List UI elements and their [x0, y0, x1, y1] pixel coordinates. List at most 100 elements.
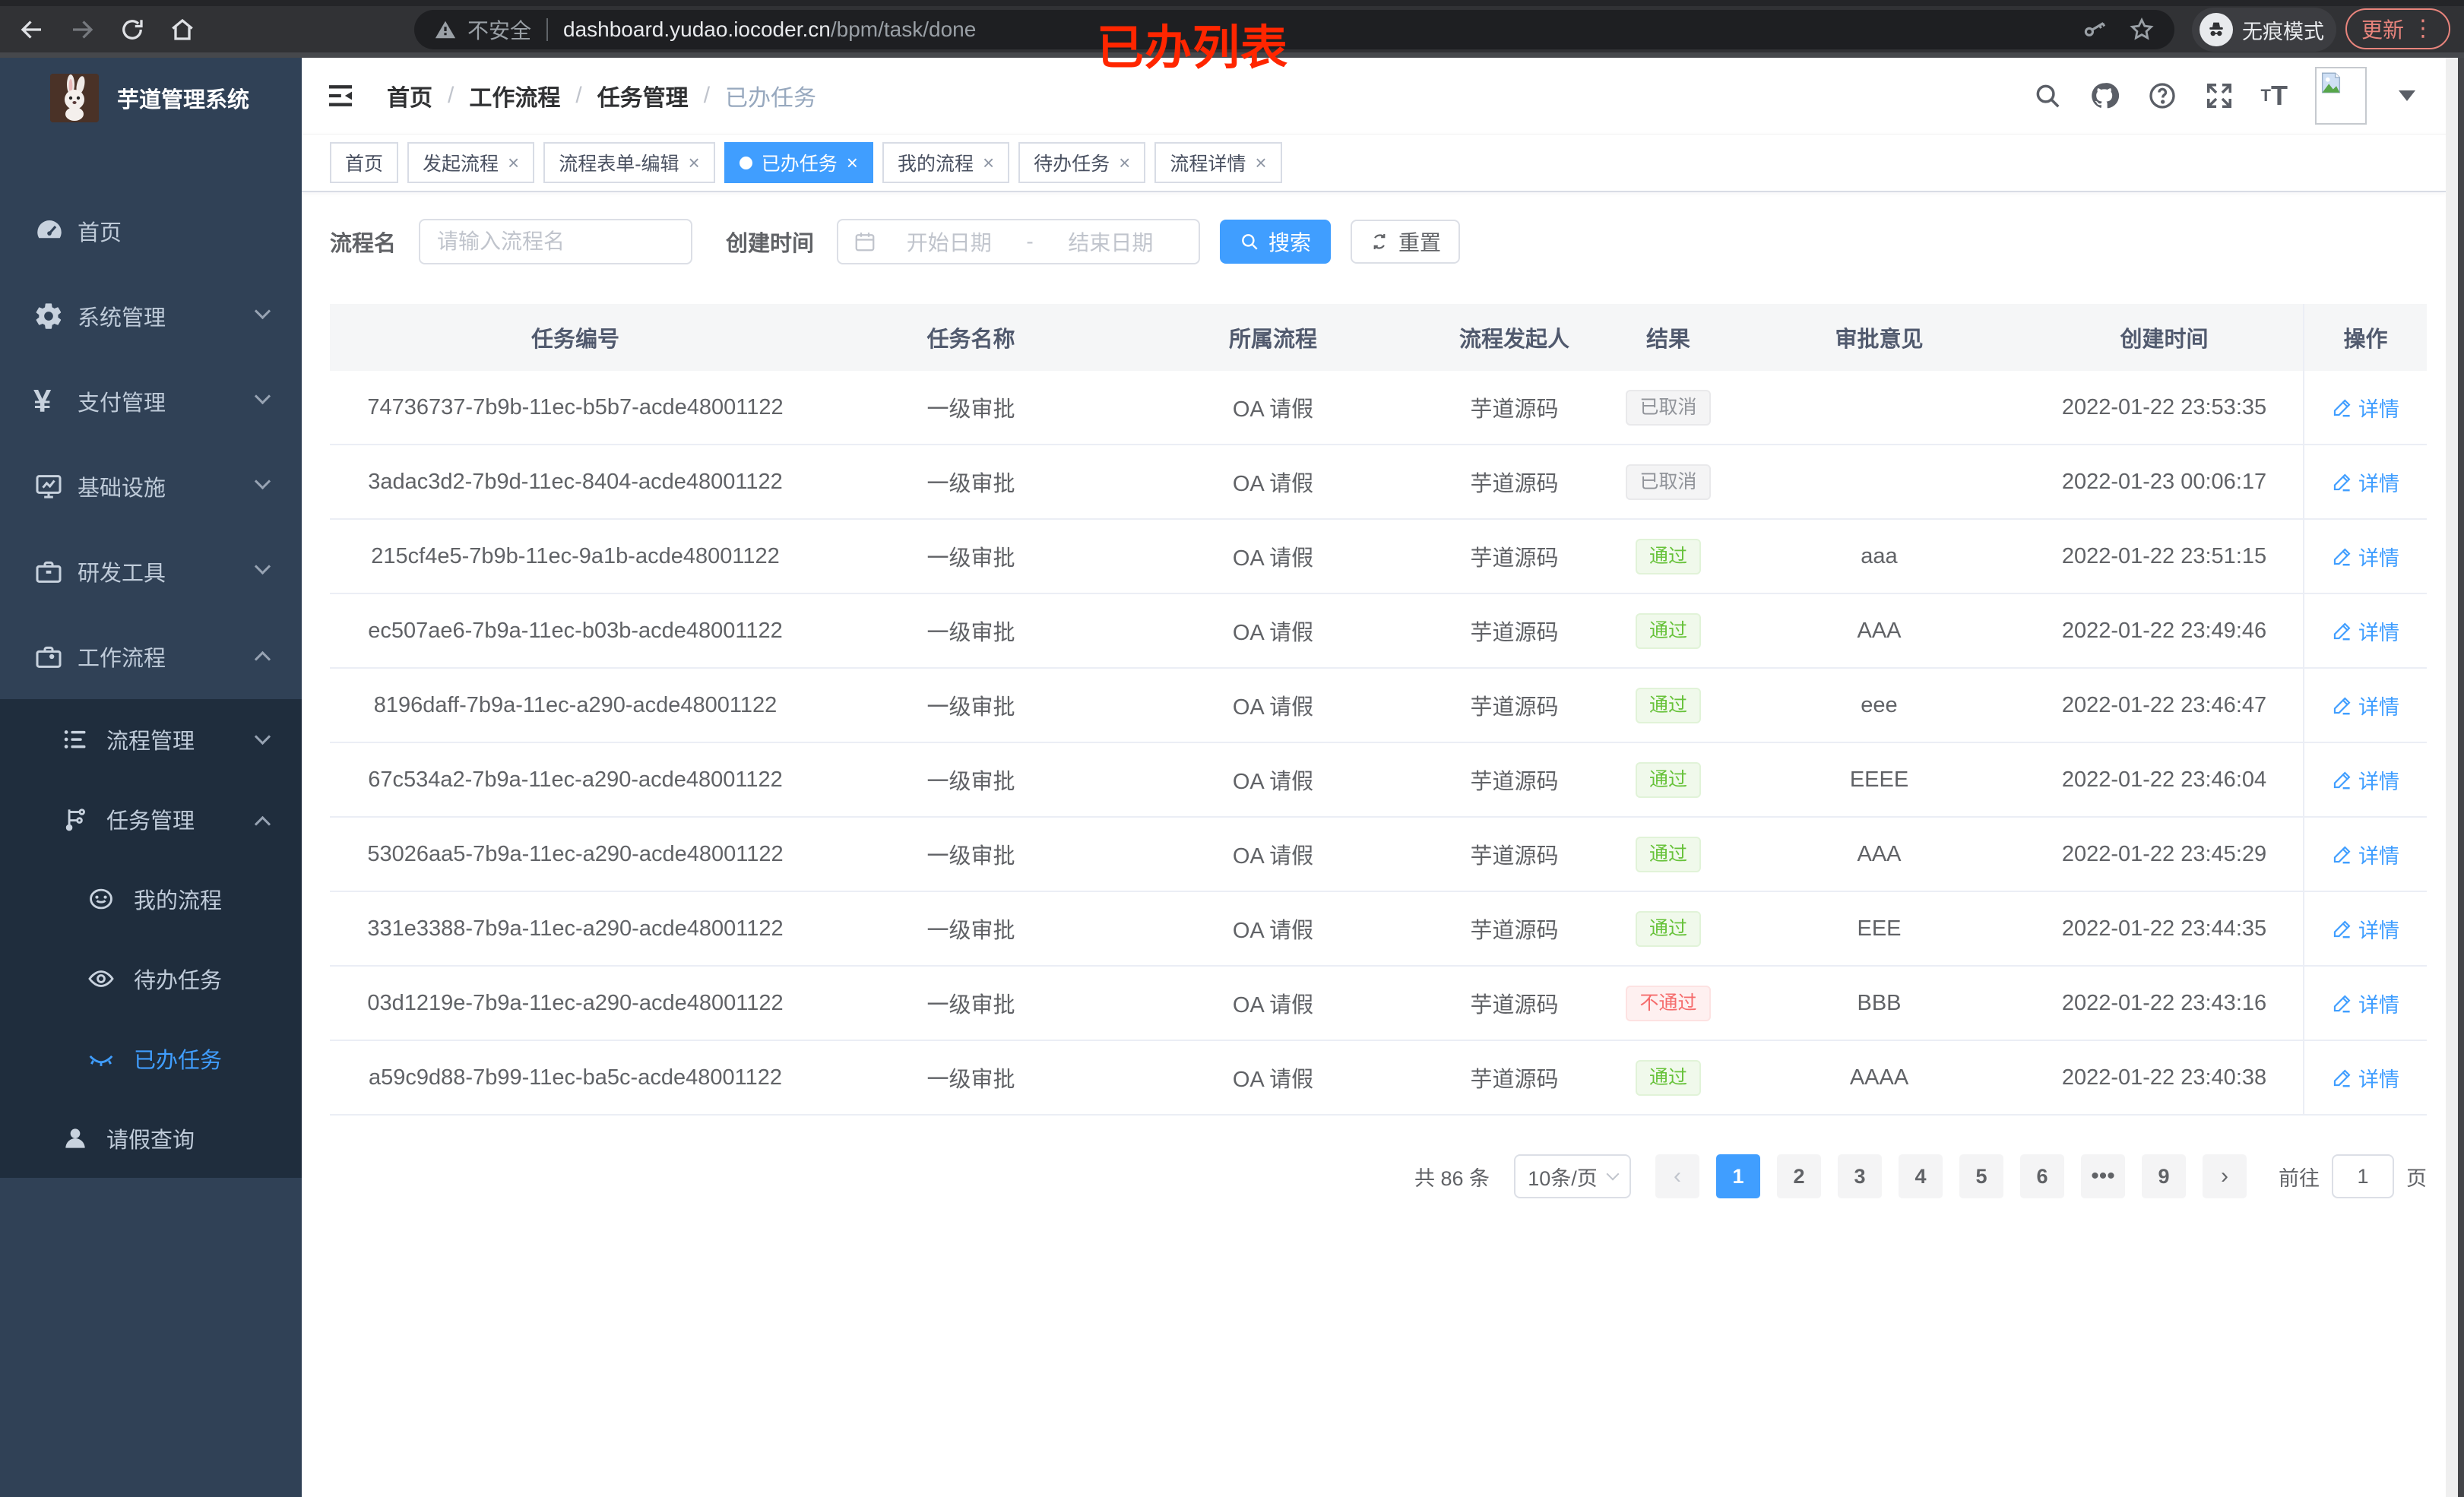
created-cell: 2022-01-22 23:46:47	[2061, 692, 2267, 717]
browser-back-button[interactable]	[17, 14, 47, 45]
browser-menu-icon[interactable]: ⋮	[2412, 16, 2434, 41]
workflow-submenu: 流程管理 任务管理 我的流程 待办任务 已办任务	[0, 699, 302, 1178]
sidebar-item-devtools[interactable]: 研发工具	[0, 529, 302, 614]
avatar-caret-icon[interactable]	[2399, 90, 2415, 101]
detail-link[interactable]: 详情	[2332, 691, 2399, 720]
sidebar-item-home[interactable]: 首页	[0, 188, 302, 274]
tab-流程详情[interactable]: 流程详情 ×	[1154, 142, 1282, 183]
help-icon[interactable]	[2147, 81, 2177, 111]
close-tab-icon[interactable]: ×	[1255, 151, 1267, 174]
robot-face-icon	[87, 885, 116, 913]
close-tab-icon[interactable]: ×	[508, 151, 520, 174]
date-end-placeholder[interactable]: 结束日期	[1068, 231, 1154, 255]
status-badge: 已取消	[1626, 464, 1711, 500]
sidebar-item-task-management[interactable]: 任务管理	[0, 779, 302, 859]
done-tasks-table: 任务编号 任务名称 所属流程 流程发起人 结果 审批意见 创建时间 操作 747…	[330, 304, 2427, 1116]
sidebar-item-done-tasks[interactable]: 已办任务	[0, 1018, 302, 1098]
tab-流程表单-编辑[interactable]: 流程表单-编辑 ×	[543, 142, 715, 183]
sidebar-collapse-icon[interactable]	[325, 81, 356, 111]
page-button-1[interactable]: 1	[1716, 1154, 1760, 1198]
page-button-2[interactable]: 2	[1777, 1154, 1821, 1198]
security-label[interactable]: 不安全	[467, 19, 532, 43]
page-button-4[interactable]: 4	[1899, 1154, 1943, 1198]
tab-首页[interactable]: 首页	[330, 142, 399, 183]
detail-link[interactable]: 详情	[2332, 616, 2399, 646]
cell: OA 请假	[1232, 472, 1314, 496]
detail-link[interactable]: 详情	[2332, 393, 2399, 423]
breadcrumb-workflow[interactable]: 工作流程	[469, 86, 561, 111]
actions-cell: 详情	[2303, 1041, 2427, 1114]
more-pages-button[interactable]: •••	[2081, 1154, 2125, 1198]
page-size-select[interactable]: 10条/页	[1514, 1154, 1631, 1198]
search-icon[interactable]	[2033, 81, 2062, 110]
sidebar-item-system[interactable]: 系统管理	[0, 274, 302, 359]
address-bar[interactable]: 不安全 dashboard.yudao.iocoder.cn /bpm/task…	[414, 10, 2174, 49]
page-button-6[interactable]: 6	[2020, 1154, 2064, 1198]
bookmark-star-icon[interactable]	[2129, 17, 2155, 43]
close-tab-icon[interactable]: ×	[688, 151, 700, 174]
yen-icon: ¥	[33, 383, 52, 419]
cell: 03d1219e-7b9a-11ec-a290-acde48001122	[367, 990, 784, 1015]
date-start-placeholder[interactable]: 开始日期	[906, 231, 992, 255]
app-logo-row[interactable]: 芋道管理系统	[0, 58, 302, 138]
col-actions: 操作	[2303, 304, 2427, 371]
tab-已办任务[interactable]: 已办任务 ×	[724, 142, 873, 183]
github-icon[interactable]	[2089, 81, 2120, 111]
page-scrollbar[interactable]	[2446, 58, 2458, 1497]
sidebar-item-todo-tasks[interactable]: 待办任务	[0, 938, 302, 1018]
avatar[interactable]	[2315, 67, 2367, 125]
reset-button[interactable]: 重置	[1351, 220, 1461, 264]
sidebar-item-process-management[interactable]: 流程管理	[0, 699, 302, 779]
cell: 芋道源码	[1470, 993, 1559, 1018]
sidebar-item-infrastructure[interactable]: 基础设施	[0, 444, 302, 529]
prev-page-button[interactable]: ‹	[1655, 1154, 1699, 1198]
fullscreen-icon[interactable]	[2205, 81, 2234, 110]
browser-forward-button[interactable]	[67, 14, 97, 45]
close-tab-icon[interactable]: ×	[846, 151, 858, 174]
goto-page-input[interactable]	[2332, 1154, 2394, 1198]
chevron-down-icon	[1606, 1167, 1620, 1181]
sidebar-item-leave-query[interactable]: 请假查询	[0, 1098, 302, 1178]
browser-home-button[interactable]	[167, 14, 198, 45]
tree-icon	[61, 805, 90, 834]
close-tab-icon[interactable]: ×	[1119, 151, 1131, 174]
tags-view-bar: 首页 发起流程 × 流程表单-编辑 × 已办任务 × 我的流程 × 待办任务 × 流程详情 ×	[302, 134, 2446, 192]
close-tab-icon[interactable]: ×	[982, 151, 995, 174]
detail-link[interactable]: 详情	[2332, 1063, 2399, 1093]
actions-cell: 详情	[2303, 520, 2427, 593]
page-button-3[interactable]: 3	[1838, 1154, 1882, 1198]
detail-link[interactable]: 详情	[2332, 989, 2399, 1018]
search-button[interactable]: 搜索	[1220, 220, 1332, 264]
detail-link[interactable]: 详情	[2332, 467, 2399, 497]
process-name-input[interactable]	[419, 219, 693, 264]
cell: 芋道源码	[1470, 397, 1559, 422]
result-cell: 通过	[1604, 761, 1733, 798]
status-badge: 通过	[1635, 538, 1701, 574]
breadcrumb-home[interactable]: 首页	[387, 86, 432, 111]
detail-link[interactable]: 详情	[2332, 840, 2399, 869]
page-button-5[interactable]: 5	[1959, 1154, 2003, 1198]
tab-发起流程[interactable]: 发起流程 ×	[407, 142, 535, 183]
breadcrumb-task-management[interactable]: 任务管理	[597, 86, 689, 111]
app-logo-rabbit-image	[50, 74, 99, 122]
detail-link[interactable]: 详情	[2332, 765, 2399, 795]
tab-待办任务[interactable]: 待办任务 ×	[1018, 142, 1146, 183]
sidebar-item-workflow[interactable]: 工作流程	[0, 614, 302, 699]
tab-我的流程[interactable]: 我的流程 ×	[882, 142, 1010, 183]
dashboard-icon	[33, 215, 65, 247]
sidebar-item-my-process[interactable]: 我的流程	[0, 859, 302, 938]
page-button-9[interactable]: 9	[2142, 1154, 2186, 1198]
chevron-down-icon	[254, 473, 271, 490]
comment-cell: eee	[1861, 692, 1898, 717]
sidebar-item-payment[interactable]: ¥ 支付管理	[0, 359, 302, 444]
next-page-button[interactable]: ›	[2203, 1154, 2247, 1198]
browser-reload-button[interactable]	[117, 14, 147, 45]
detail-link[interactable]: 详情	[2332, 542, 2399, 571]
key-icon[interactable]	[2082, 17, 2108, 43]
create-time-range-picker[interactable]: 开始日期 - 结束日期	[837, 219, 1201, 264]
cell: ec507ae6-7b9a-11ec-b03b-acde48001122	[368, 618, 783, 643]
detail-link[interactable]: 详情	[2332, 914, 2399, 944]
browser-update-button[interactable]: 更新 ⋮	[2345, 8, 2450, 49]
cell: 一级审批	[926, 621, 1015, 645]
